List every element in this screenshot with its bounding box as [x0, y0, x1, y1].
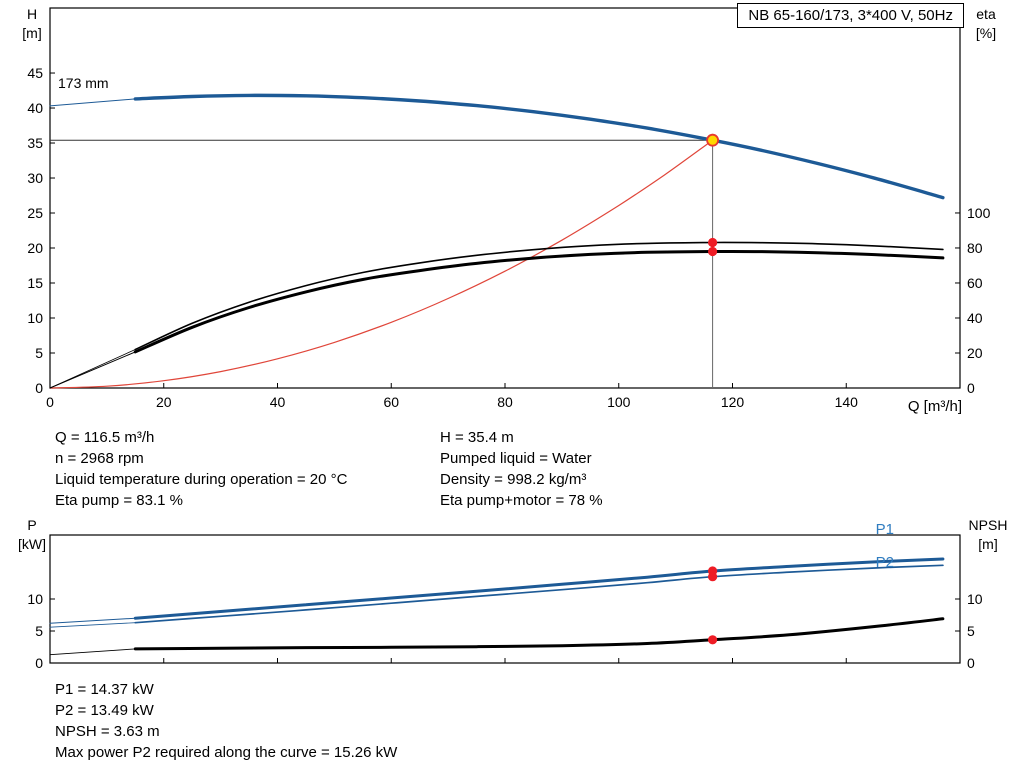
duty-info-left-column: Q = 116.5 m³/h n = 2968 rpm Liquid tempe…: [55, 427, 347, 511]
right-tick-label: 10: [967, 591, 983, 607]
right-tick-label: 20: [967, 345, 983, 361]
x-tick-label: 120: [721, 394, 745, 410]
info-liquid-temperature: Liquid temperature during operation = 20…: [55, 471, 348, 488]
left-tick-label: 10: [27, 310, 43, 326]
p-axis-symbol: P: [27, 517, 37, 533]
left-tick-label: 5: [35, 345, 43, 361]
q-axis-title: Q [m³/h]: [907, 398, 962, 415]
eta-axis-unit: [%]: [975, 25, 997, 41]
series-system-curve: [49, 139, 714, 389]
left-tick-label: 20: [27, 240, 43, 256]
p2-point: [708, 572, 718, 582]
info-flow: Q = 116.5 m³/h: [55, 429, 155, 446]
right-tick-label: 0: [967, 380, 975, 396]
eta-pump-motor-point: [708, 246, 718, 257]
series-npsh-curve: [133, 617, 945, 651]
x-tick-label: 0: [46, 394, 54, 410]
right-tick-label: 0: [967, 655, 975, 671]
info-eta-pump: Eta pump = 83.1 %: [55, 492, 183, 509]
x-tick-label: 140: [835, 394, 859, 410]
info-density: Density = 998.2 kg/m³: [440, 471, 587, 488]
power-results-column: P1 = 14.37 kW P2 = 13.49 kW NPSH = 3.63 …: [55, 679, 397, 763]
series-pump-curve-lead: [49, 98, 136, 107]
eta-axis-title: eta [%]: [966, 5, 1006, 43]
x-tick-label: 80: [497, 394, 513, 410]
left-tick-label: 25: [27, 205, 43, 221]
duty-info-right-column: H = 35.4 m Pumped liquid = Water Density…: [440, 427, 603, 511]
x-tick-label: 60: [383, 394, 399, 410]
pump-title-box: NB 65-160/173, 3*400 V, 50Hz: [737, 3, 964, 28]
npsh-point: [708, 635, 718, 645]
x-tick-label: 40: [270, 394, 286, 410]
impeller-size-label: 173 mm: [58, 75, 109, 91]
left-tick-label: 30: [27, 170, 43, 186]
p-axis-title: P [kW]: [12, 516, 52, 554]
result-max-power: Max power P2 required along the curve = …: [55, 744, 398, 761]
p2-curve-label: P2: [875, 554, 894, 571]
right-tick-label: 80: [967, 240, 983, 256]
h-axis-title: H [m]: [12, 5, 52, 43]
series-eta-pump-curve: [134, 241, 944, 351]
npsh-axis-title: NPSH [m]: [962, 516, 1014, 554]
left-tick-label: 45: [27, 65, 43, 81]
p1-curve-label: P1: [875, 521, 894, 538]
x-tick-label: 20: [156, 394, 172, 410]
npsh-axis-unit: [m]: [978, 536, 998, 552]
right-tick-label: 60: [967, 275, 983, 291]
result-p2: P2 = 13.49 kW: [55, 702, 154, 719]
series-p2-curve: [134, 564, 944, 624]
right-tick-label: 5: [967, 623, 975, 639]
info-speed: n = 2968 rpm: [55, 450, 144, 467]
p-axis-unit: [kW]: [18, 536, 46, 552]
left-tick-label: 0: [35, 380, 43, 396]
right-tick-label: 40: [967, 310, 983, 326]
npsh-axis-symbol: NPSH: [968, 517, 1008, 533]
left-tick-label: 15: [27, 275, 43, 291]
left-tick-label: 10: [27, 591, 43, 607]
h-axis-symbol: H: [26, 6, 38, 22]
series-pump-curve-173mm: [133, 93, 945, 200]
left-tick-label: 5: [35, 623, 43, 639]
right-tick-label: 100: [967, 205, 991, 221]
info-eta-pump-motor: Eta pump+motor = 78 %: [440, 492, 603, 509]
series-npsh-lead: [49, 648, 136, 656]
series-p2-lead: [49, 622, 136, 628]
eta-axis-symbol: eta: [976, 6, 996, 22]
series-eta-pump-motor-lead: [49, 351, 136, 389]
x-tick-label: 100: [607, 394, 631, 410]
info-head: H = 35.4 m: [440, 429, 514, 446]
series-p1-curve: [133, 557, 945, 620]
info-pumped-liquid: Pumped liquid = Water: [440, 450, 592, 467]
duty-point-marker[interactable]: [706, 133, 719, 147]
series-eta-pump-motor-curve: [133, 249, 945, 354]
eta-pump-point: [708, 237, 718, 248]
result-p1: P1 = 14.37 kW: [55, 681, 154, 698]
power-plot-area[interactable]: [49, 534, 961, 664]
left-tick-label: 40: [27, 100, 43, 116]
series-p1-lead: [49, 617, 136, 624]
result-npsh: NPSH = 3.63 m: [55, 723, 160, 740]
left-tick-label: 0: [35, 655, 43, 671]
left-tick-label: 35: [27, 135, 43, 151]
h-axis-unit: [m]: [22, 25, 42, 41]
